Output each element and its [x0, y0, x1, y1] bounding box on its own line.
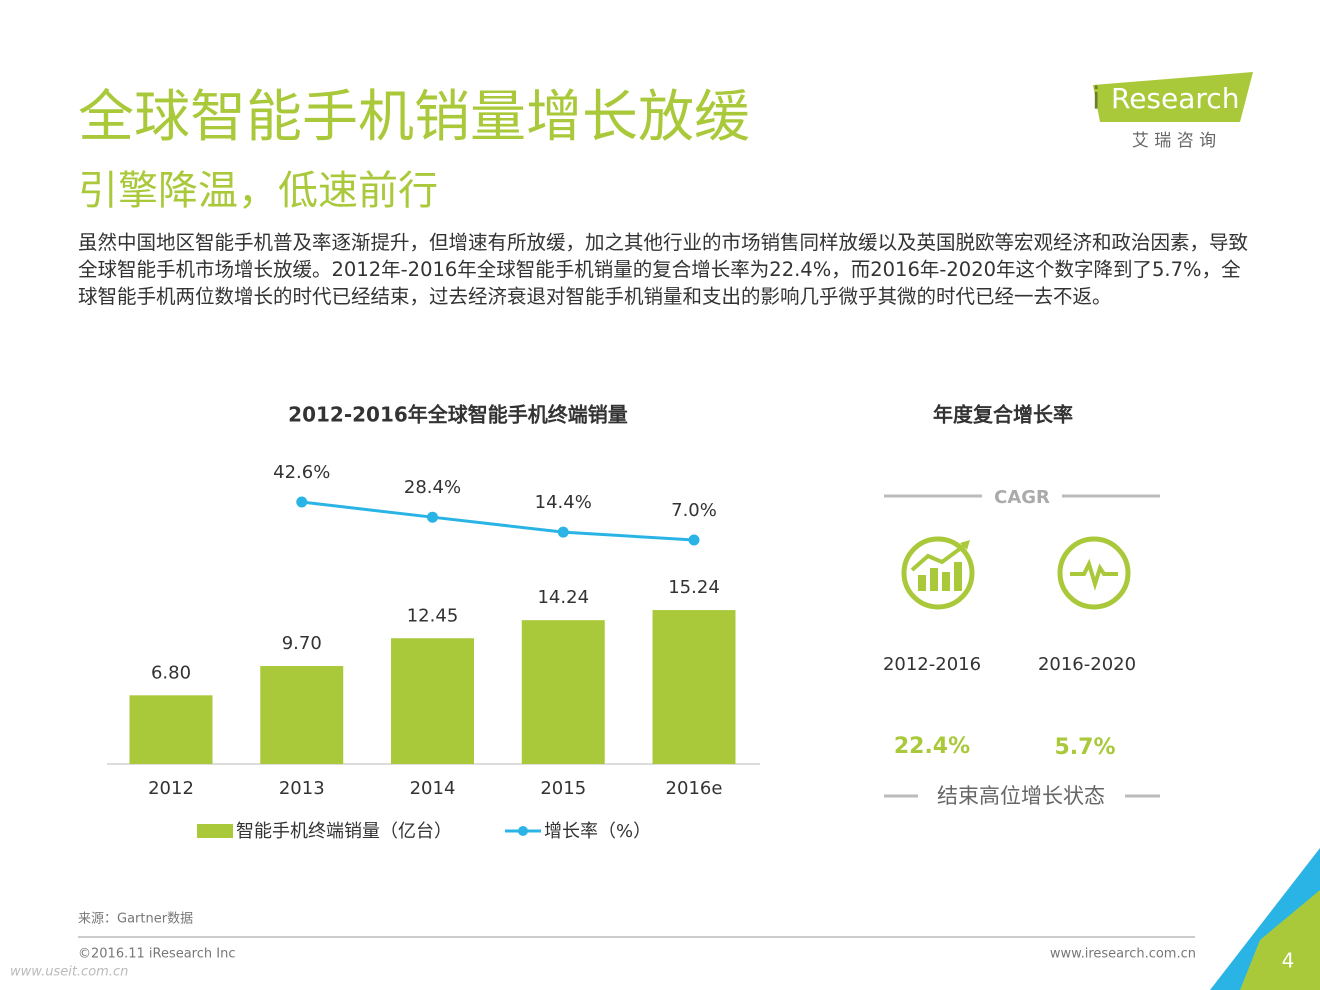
copyright: ©2016.11 iResearch Inc — [78, 947, 236, 962]
growth-point — [427, 511, 438, 523]
bar — [652, 610, 736, 764]
growth-icon — [901, 536, 975, 610]
value-label: 12.45 — [407, 605, 459, 626]
title: 全球智能手机销量增长放缓 — [78, 85, 750, 150]
bar — [521, 620, 605, 764]
cagr-label: CAGR — [994, 487, 1050, 508]
legend-swatch — [197, 824, 233, 838]
url: www.iresearch.com.cn — [1050, 947, 1196, 962]
value-label: 28.4% — [404, 477, 461, 498]
x-tick-label: 2013 — [279, 778, 325, 799]
growth-line — [301, 500, 695, 542]
cagr-caption: 结束高位增长状态 — [937, 784, 1105, 808]
period: 2012-2016 — [883, 654, 981, 675]
value-label: 42.6% — [273, 462, 330, 483]
logo-word: Research — [1111, 82, 1239, 115]
value-label: 6.80 — [151, 662, 191, 683]
pulse-icon — [1057, 536, 1131, 610]
x-tick-label: 2012 — [148, 778, 194, 799]
rate: 22.4% — [894, 734, 970, 759]
watermark: www.useit.com.cn — [10, 965, 128, 980]
corner-green — [1240, 890, 1320, 990]
growth-point — [557, 526, 569, 538]
chart-title: 2012-2016年全球智能手机终端销量 — [288, 403, 628, 427]
logo-i: i — [1092, 82, 1100, 117]
value-label: 7.0% — [671, 500, 717, 521]
legend-label: 增长率（%） — [544, 821, 651, 842]
subtitle: 引擎降温，低速前行 — [78, 168, 438, 214]
period: 2016-2020 — [1038, 654, 1136, 675]
x-tick-label: 2016e — [666, 778, 723, 799]
value-label: 15.24 — [668, 577, 720, 598]
x-tick-label: 2014 — [410, 778, 456, 799]
legend-swatch — [518, 826, 528, 836]
logo-shape — [1093, 72, 1253, 122]
value-label: 14.4% — [535, 492, 592, 513]
cagr-title: 年度复合增长率 — [933, 403, 1073, 427]
value-label: 9.70 — [282, 633, 322, 654]
legend-label: 智能手机终端销量（亿台） — [236, 821, 452, 842]
bar — [260, 666, 344, 764]
value-label: 14.24 — [537, 587, 589, 608]
bar — [129, 695, 213, 764]
body-text: 虽然中国地区智能手机普及率逐渐提升，但增速有所放缓，加之其他行业的市场销售同样放… — [78, 231, 1249, 308]
rate: 5.7% — [1054, 735, 1115, 760]
page-number: 4 — [1282, 949, 1295, 973]
source: 来源：Gartner数据 — [78, 912, 193, 927]
growth-point — [688, 534, 700, 546]
bar — [391, 638, 474, 764]
growth-point — [296, 496, 308, 508]
x-tick-label: 2015 — [540, 778, 586, 799]
logo-cn: 艾 瑞 咨 询 — [1132, 131, 1216, 151]
